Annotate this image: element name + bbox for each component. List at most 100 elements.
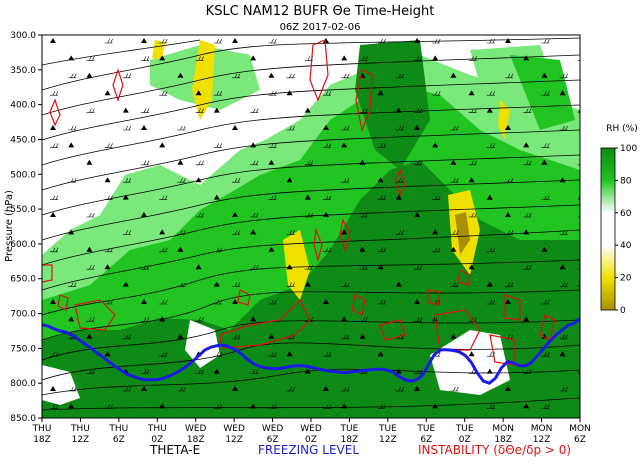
wind-barb (159, 247, 168, 253)
x-tick-hour: 12Z (379, 435, 397, 445)
wind-barb (286, 177, 293, 183)
y-axis: 300.0 350.0 400.0 450.0 500.0 550.0 600.0 650.0… (10, 31, 42, 424)
wind-barb (432, 55, 439, 61)
instability-outlines (42, 39, 556, 366)
wind-barb (486, 299, 496, 305)
wind-barb (341, 178, 350, 183)
wind-barb (414, 317, 423, 322)
wind-barb (468, 212, 477, 218)
wind-barb (159, 195, 168, 200)
wind-barb (432, 142, 439, 148)
wind-barb (523, 55, 530, 61)
wind-barb (232, 282, 241, 287)
wind-barb (395, 386, 405, 392)
colorbar-tick-label: 80 (620, 176, 632, 186)
wind-barb (341, 55, 348, 61)
wind-barb (486, 247, 496, 253)
wind-barb (286, 264, 293, 270)
wind-barb (323, 125, 329, 130)
wind-barb (450, 125, 459, 131)
wind-barb (432, 195, 441, 200)
wind-barb (450, 72, 457, 78)
wind-barb (414, 160, 423, 166)
legend-instability: INSTABILITY (δΘe/δp > 0) (418, 443, 572, 457)
wind-barb (141, 265, 150, 270)
wind-barb (304, 160, 314, 166)
wind-barb (122, 125, 132, 131)
wind-barb (50, 38, 56, 43)
wind-barb (141, 317, 150, 322)
wind-barb (286, 351, 293, 357)
wind-barb (468, 56, 477, 61)
x-tick-day: WED (185, 424, 207, 434)
wind-barb (213, 143, 223, 148)
wind-barb (523, 316, 530, 322)
y-tick-label: 350.0 (10, 66, 36, 76)
wind-barb (377, 195, 386, 200)
wind-barb (86, 108, 95, 113)
y-axis-label: Pressure (hPa) (4, 190, 15, 262)
wind-barb (50, 125, 56, 130)
wind-barb (50, 212, 56, 217)
wind-barb (395, 368, 402, 374)
wind-barb (213, 194, 220, 200)
wind-barb (286, 386, 295, 392)
wind-barb (359, 333, 366, 339)
wind-barb (341, 386, 350, 392)
wind-barb (268, 72, 275, 78)
wind-barb (141, 386, 147, 391)
wind-barb (304, 194, 311, 200)
wind-barb (468, 160, 477, 166)
wind-barb (377, 143, 386, 148)
wind-barb (414, 299, 420, 304)
wind-barb (50, 352, 59, 357)
x-tick-day: THU (147, 424, 167, 434)
x-tick-hour: 6Z (574, 435, 586, 445)
y-tick-label: 750.0 (10, 344, 36, 354)
wind-barb (268, 143, 277, 148)
wind-barb (195, 369, 204, 374)
x-tick-hour: 12Z (72, 435, 90, 445)
wind-barb (505, 299, 511, 304)
wind-barb (505, 38, 511, 43)
wind-barb (541, 38, 550, 44)
wind-barb (377, 404, 386, 409)
wind-barb (432, 403, 439, 409)
wind-barb (177, 159, 184, 165)
x-tick-hour: 0Z (151, 435, 163, 445)
wind-barb (268, 195, 277, 200)
y-tick-label: 400.0 (10, 101, 36, 111)
wind-barb (359, 212, 368, 218)
wind-barb (250, 265, 259, 270)
wind-barb (141, 38, 147, 43)
wind-barb (341, 142, 348, 148)
wind-barb (86, 369, 95, 374)
wind-barb (250, 55, 257, 61)
wind-barb (141, 160, 150, 166)
wind-barb (505, 230, 514, 235)
y-tick-label: 700.0 (10, 310, 36, 320)
wind-barb (250, 403, 257, 409)
wind-barb (377, 351, 384, 357)
y-tick-label: 450.0 (10, 135, 36, 145)
wind-barb (177, 282, 186, 287)
wind-barb (577, 216, 580, 218)
wind-barb (250, 160, 259, 166)
wind-barb (195, 264, 202, 270)
wind-barb (377, 38, 386, 44)
wind-barb (450, 178, 459, 183)
x-tick-hour: 18Z (494, 435, 512, 445)
wind-barb (414, 108, 423, 113)
x-tick-hour: 18Z (33, 435, 51, 445)
wind-barb (104, 177, 111, 183)
wind-barb (50, 404, 59, 409)
wind-barb (323, 404, 332, 409)
legend-freezing-level: FREEZING LEVEL (258, 443, 359, 457)
theta-e-contours (42, 37, 580, 411)
wind-barb (268, 91, 277, 96)
wind-barb (232, 212, 238, 217)
x-tick-hour: 6Z (267, 435, 279, 445)
wind-barb (486, 38, 496, 44)
wind-barb (559, 351, 566, 357)
